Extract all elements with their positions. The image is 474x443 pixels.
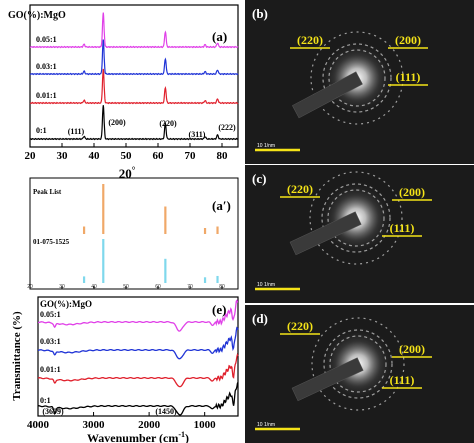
saed-diffraction-ring (322, 43, 392, 113)
xrd-x-axis-label: 20° (119, 165, 136, 181)
xrd-x-tick-label: 50 (121, 150, 133, 162)
saed-ring-label: (111) (396, 70, 421, 84)
saed-diffraction-ring (309, 171, 403, 265)
saed-ring-label: (220) (287, 182, 313, 196)
xrd-series-line (29, 39, 239, 76)
xrd-peak-label: (111) (68, 127, 85, 136)
ftir-annotation: (1450) (155, 407, 177, 416)
ftir-legend-label: 0:1 (40, 396, 51, 405)
ftir-series-line (38, 381, 239, 416)
saed-ring-label: (220) (297, 33, 323, 47)
xrd-series-line (29, 12, 239, 49)
reference-series-label: 01-075-1525 (33, 238, 70, 246)
saed-ring-label: (220) (287, 319, 313, 333)
ftir-y-axis-label: Transmittance (%) (11, 311, 23, 401)
ftir-x-axis-label: Wavenumber (cm-1) (87, 430, 189, 443)
xrd-panel-label: (a) (212, 29, 227, 44)
ftir-legend-label: 0.01:1 (40, 365, 61, 374)
saed-beam-stopper (289, 211, 362, 256)
saed-diffraction-ring (329, 335, 387, 393)
saed-panel-label: (b) (252, 6, 268, 21)
xrd-x-tick-label: 70 (185, 150, 197, 162)
xrd-x-tick-label: 30 (57, 150, 69, 162)
saed-ring-label: (200) (399, 185, 425, 199)
xrd-legend-label: 0.01:1 (36, 91, 57, 100)
saed-scale-label: 10 1/nm (257, 143, 275, 149)
peaklist-x-tick-label: 30 (59, 284, 65, 290)
ftir-x-tick-label: 3000 (83, 419, 106, 431)
ftir-series-line (37, 326, 239, 360)
saed-diffraction-ring (311, 317, 405, 411)
saed-ring-label: (111) (390, 373, 415, 387)
saed-diffraction-ring (310, 31, 404, 125)
peaklist-x-tick-label: 40 (91, 284, 97, 290)
xrd-chart: GO(%):MgO (a) 0:1 0.01:1 0.03:1 0.05:1 (111… (8, 4, 239, 181)
saed-panel-label: (c) (252, 171, 266, 186)
ftir-series-line (37, 353, 239, 388)
xrd-x-tick-label: 80 (217, 150, 229, 162)
xrd-x-tick-label: 60 (153, 150, 165, 162)
saed-diffraction-ring (327, 189, 385, 247)
saed-panel: (d) (220) (200) (111) 10 1/nm (245, 305, 474, 443)
saed-diffraction-ring (323, 329, 393, 399)
peaklist-x-tick-label: 20 (27, 284, 33, 290)
saed-ring-label: (200) (399, 342, 425, 356)
peaklist-x-tick-label: 50 (123, 284, 129, 290)
xrd-peak-label: (222) (218, 123, 236, 132)
peaklist-x-tick-label: 80 (219, 284, 225, 290)
saed-beam-stopper (291, 357, 364, 402)
saed-beam-stopper (292, 71, 363, 119)
ftir-panel-label: (e) (212, 302, 226, 317)
peaklist-x-tick-label: 60 (155, 284, 161, 290)
ftir-header: GO(%):MgO (40, 299, 92, 309)
ftir-x-tick-label: 1000 (194, 419, 217, 431)
saed-ring-label: (200) (395, 33, 421, 47)
xrd-x-tick-label: 20 (25, 150, 37, 162)
xrd-peak-label: (200) (108, 118, 126, 127)
ftir-x-tick-label: 2000 (138, 419, 161, 431)
saed-scale-label: 10 1/nm (257, 422, 275, 428)
peaklist-chart: (a′) Peak List 01-075-1525 20 30 40 50 60 70 8… (27, 177, 239, 290)
xrd-frame (29, 4, 239, 148)
peaklist-series-label: Peak List (33, 188, 62, 196)
xrd-header: GO(%):MgO (8, 10, 66, 21)
saed-ring-label: (111) (390, 221, 415, 235)
xrd-legend-label: 0.03:1 (36, 62, 57, 71)
xrd-series-line (29, 105, 239, 141)
ftir-legend-label: 0.05:1 (40, 310, 61, 319)
peaklist-x-tick-label: 70 (187, 284, 193, 290)
xrd-peak-label: (311) (189, 130, 206, 139)
xrd-x-tick-label: 40 (89, 150, 101, 162)
saed-diffraction-ring (321, 183, 391, 253)
ftir-frame (37, 296, 239, 417)
peaklist-panel-label: (a′) (212, 198, 231, 213)
ftir-legend-label: 0.03:1 (40, 337, 61, 346)
xrd-peak-label: (220) (159, 119, 177, 128)
xrd-legend-label: 0:1 (36, 126, 47, 135)
saed-panel: (c) (220) (200) (111) 10 1/nm (245, 165, 474, 303)
xrd-series-line (29, 68, 239, 105)
xrd-legend-label: 0.05:1 (36, 35, 57, 44)
ftir-chart: GO(%):MgO (e) Transmittance (%) 0:1 0.01:… (11, 296, 239, 443)
ftir-x-tick-label: 4000 (27, 419, 50, 431)
ftir-series-line (38, 299, 239, 332)
peaklist-frame (29, 177, 239, 290)
saed-panel-label: (d) (252, 311, 268, 326)
ftir-annotation: (3699) (42, 407, 64, 416)
saed-diffraction-ring (328, 49, 386, 107)
saed-panel: (b) (220) (200) (111) 10 1/nm (245, 0, 474, 164)
saed-scale-label: 10 1/nm (257, 282, 275, 288)
